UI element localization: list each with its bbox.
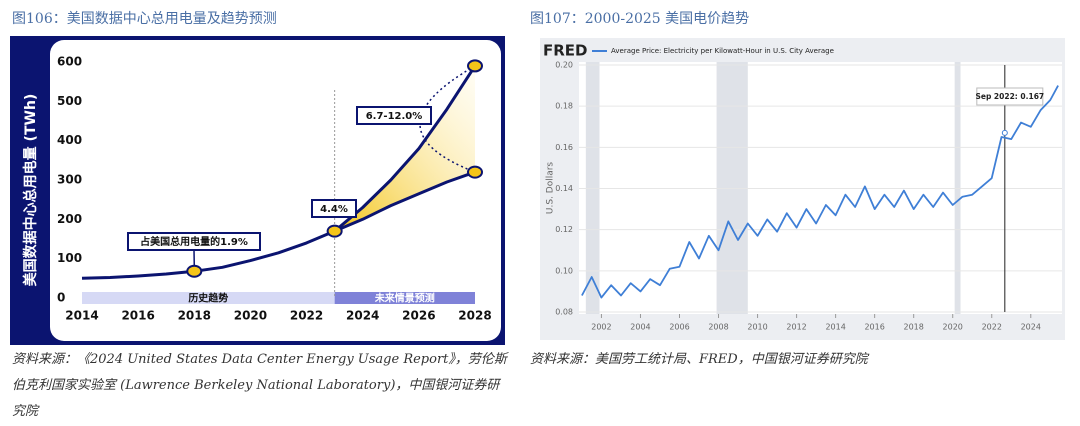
y-tick-label: 0.14 — [555, 184, 573, 193]
y-tick-label: 0 — [57, 291, 65, 305]
callout-label: 4.4% — [320, 204, 348, 215]
point-marker — [326, 224, 343, 238]
y-tick-label: 0.12 — [555, 225, 573, 234]
y-axis-label: 美国数据中心总用电量 (TWh) — [22, 94, 39, 287]
callout-box — [311, 199, 357, 218]
marker-label: Sep 2022: 0.167 — [975, 92, 1044, 101]
series-line — [581, 85, 1059, 299]
y-tick-label: 100 — [57, 251, 82, 265]
x-tick-label: 2024 — [346, 309, 379, 323]
callout-label: 占美国总用电量的1.9% — [140, 235, 248, 248]
x-tick-label: 2014 — [825, 323, 845, 332]
x-tick-label: 2028 — [458, 309, 491, 323]
brand: FRED — [543, 42, 588, 60]
x-tick-label: 2022 — [290, 309, 323, 323]
history-band — [82, 292, 335, 304]
x-tick-label: 2016 — [864, 323, 884, 332]
point-marker — [467, 59, 483, 73]
marker-point — [1001, 129, 1008, 136]
forecast-band — [334, 292, 475, 304]
x-tick-label: 2022 — [982, 323, 1002, 332]
x-tick-label: 2004 — [630, 323, 650, 332]
point-marker — [467, 165, 483, 179]
x-tick-label: 2024 — [1021, 323, 1041, 332]
y-tick-label: 500 — [57, 94, 82, 108]
callout-box — [127, 232, 261, 251]
x-tick-label: 2012 — [786, 323, 806, 332]
series-line — [333, 65, 477, 233]
x-tick-label: 2018 — [178, 309, 211, 323]
y-tick-label: 600 — [57, 55, 82, 69]
y-tick-label: 0.20 — [555, 61, 573, 70]
x-tick-label: 2010 — [747, 323, 767, 332]
legend-label: Average Price: Electricity per Kilowatt-… — [611, 47, 834, 55]
x-tick-label: 2018 — [904, 323, 924, 332]
source-note: 资料来源：《2024 United States Data Center Ene… — [12, 352, 507, 419]
series-line — [81, 229, 336, 280]
x-tick-label: 2008 — [708, 323, 728, 332]
figure-caption: 图107：2000-2025 美国电价趋势 — [530, 11, 750, 27]
series-line — [334, 170, 476, 233]
x-tick-label: 2020 — [234, 309, 267, 323]
y-tick-label: 0.16 — [555, 143, 573, 152]
y-tick-label: 400 — [57, 133, 82, 147]
x-tick-label: 2016 — [121, 309, 154, 323]
band-label: 未来情景预测 — [374, 292, 435, 305]
y-tick-label: 300 — [57, 173, 82, 187]
y-tick-label: 200 — [57, 212, 82, 226]
x-tick-label: 2026 — [402, 309, 435, 323]
x-tick-label: 2006 — [669, 323, 689, 332]
marker-box — [976, 87, 1044, 106]
source-note: 资料来源：美国劳工统计局、FRED，中国银河证券研究院 — [530, 352, 868, 367]
y-tick-label: 0.18 — [555, 102, 573, 111]
y-tick-label: 0.08 — [555, 308, 573, 317]
point-marker — [186, 264, 203, 278]
figure-caption: 图106：美国数据中心总用电量及趋势预测 — [12, 11, 277, 27]
x-tick-label: 2020 — [943, 323, 963, 332]
x-tick-label: 2014 — [65, 309, 98, 323]
callout-box — [356, 106, 432, 125]
band-label: 历史趋势 — [188, 292, 228, 305]
x-tick-label: 2002 — [591, 323, 611, 332]
y-tick-label: 0.10 — [555, 266, 573, 275]
callout-label: 6.7-12.0% — [366, 111, 423, 122]
y-axis-label: U.S. Dollars — [546, 162, 556, 215]
